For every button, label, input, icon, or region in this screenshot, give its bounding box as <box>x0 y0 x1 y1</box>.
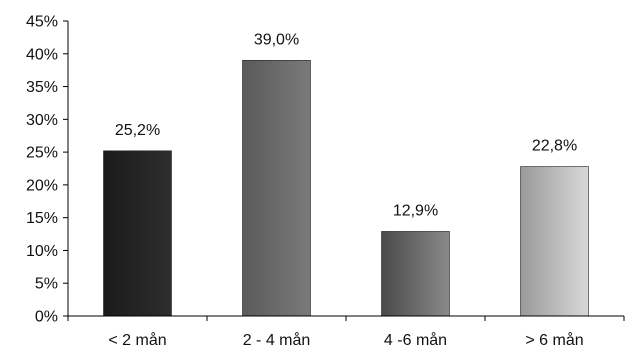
bars-group <box>103 60 589 317</box>
bar <box>520 166 589 317</box>
data-label: 12,9% <box>393 202 438 219</box>
x-axis: < 2 mån 2 - 4 mån 4 -6 mån > 6 mån <box>67 315 625 349</box>
data-label: 39,0% <box>254 31 299 48</box>
data-labels-group: 25,2% 39,0% 12,9% 22,8% <box>115 31 577 219</box>
data-label: 22,8% <box>532 138 577 155</box>
bar <box>381 231 450 317</box>
y-tick-label: 45% <box>26 14 58 31</box>
y-tick-label: 15% <box>26 210 58 227</box>
data-label: 25,2% <box>115 122 160 139</box>
y-tick-label: 40% <box>26 46 58 63</box>
bar <box>242 60 311 317</box>
x-tick-label: 4 -6 mån <box>384 331 447 349</box>
y-tick-label: 25% <box>26 145 58 162</box>
y-tick-label: 0% <box>35 309 58 326</box>
y-tick-label: 5% <box>35 276 58 293</box>
bar <box>103 150 172 317</box>
x-tick-label: > 6 mån <box>525 331 583 349</box>
y-tick-label: 20% <box>26 177 58 194</box>
y-tick-label: 30% <box>26 112 58 129</box>
x-tick-label: 2 - 4 mån <box>243 331 311 349</box>
y-axis: 0% 5% 10% 15% 20% 25% 30% 35% 40% 45% <box>26 14 69 326</box>
y-tick-label: 35% <box>26 79 58 96</box>
x-tick-label: < 2 mån <box>108 331 166 349</box>
y-tick-label: 10% <box>26 243 58 260</box>
